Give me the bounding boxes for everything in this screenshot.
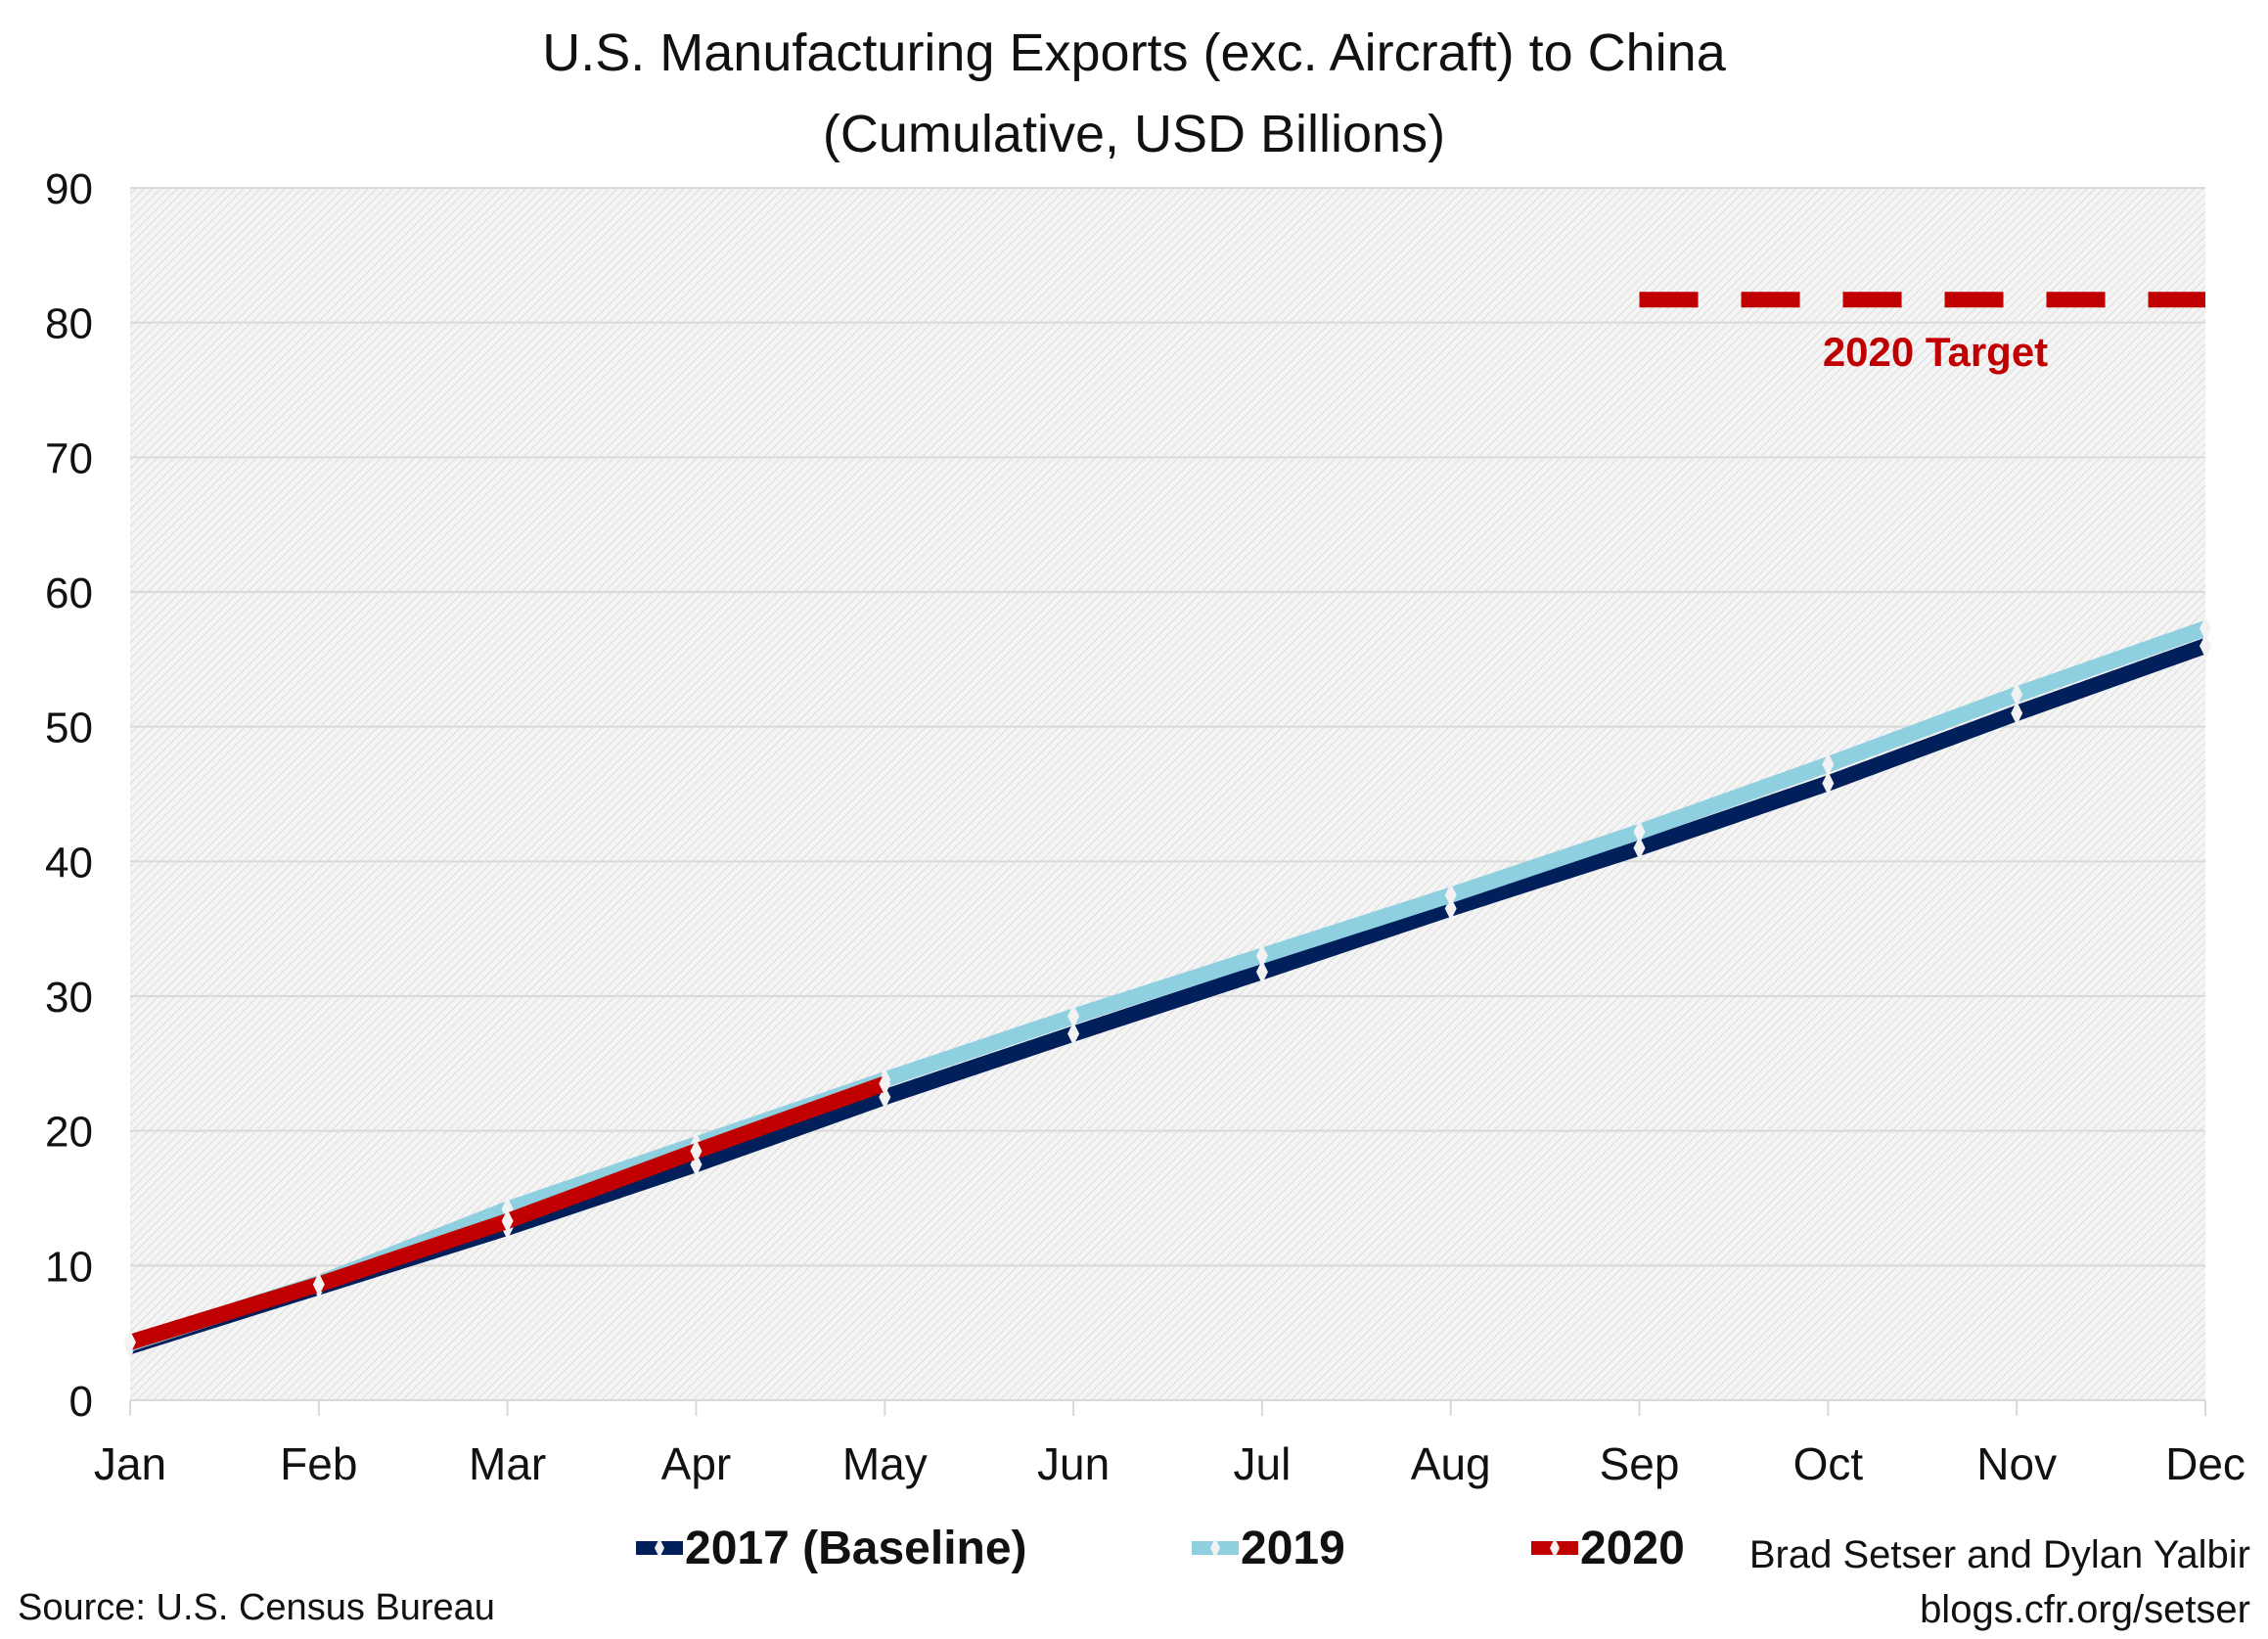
x-tick-label: Jan: [94, 1438, 166, 1489]
source-note: Source: U.S. Census Bureau: [18, 1587, 495, 1628]
x-tick-label: Feb: [280, 1438, 357, 1489]
x-tick-label: Aug: [1411, 1438, 1491, 1489]
y-tick-label: 40: [45, 839, 93, 887]
legend-marker: [1550, 1538, 1560, 1558]
data-point: [879, 1071, 891, 1096]
x-tick-label: May: [842, 1438, 928, 1489]
x-tick-label: Mar: [469, 1438, 546, 1489]
data-point: [1633, 836, 1646, 860]
y-tick-label: 50: [45, 705, 93, 752]
y-tick-label: 30: [45, 974, 93, 1022]
y-tick-label: 60: [45, 569, 93, 617]
plot-area: [130, 188, 2205, 1400]
chart-subtitle: (Cumulative, USD Billions): [823, 105, 1445, 163]
data-point: [1822, 752, 1835, 777]
y-tick-label: 20: [45, 1109, 93, 1157]
target-label: 2020 Target: [1823, 329, 2048, 375]
x-tick-label: Sep: [1600, 1438, 1680, 1489]
legend-label: 2020: [1580, 1523, 1685, 1574]
data-point: [1067, 1004, 1080, 1028]
y-tick-label: 10: [45, 1243, 93, 1291]
credit-url: blogs.cfr.org/setser: [1920, 1588, 2250, 1631]
data-point: [1633, 820, 1646, 844]
legend-label: 2019: [1241, 1523, 1345, 1574]
data-point: [1255, 960, 1268, 984]
data-point: [690, 1139, 703, 1163]
series-line-2019: [127, 620, 2208, 1351]
data-point: [1255, 943, 1268, 968]
legend-label: 2017 (Baseline): [685, 1523, 1027, 1574]
legend-marker: [1210, 1538, 1220, 1558]
x-tick-label: Nov: [1976, 1438, 2057, 1489]
data-point: [312, 1272, 325, 1297]
y-tick-label: 90: [45, 165, 93, 213]
credit-authors: Brad Setser and Dylan Yalbir: [1749, 1533, 2250, 1576]
y-tick-label: 0: [69, 1378, 93, 1426]
data-point: [501, 1208, 514, 1233]
data-point: [1822, 771, 1835, 796]
y-tick-label: 80: [45, 300, 93, 348]
y-tick-label: 70: [45, 434, 93, 482]
x-tick-label: Dec: [2165, 1438, 2245, 1489]
x-tick-label: Oct: [1793, 1438, 1864, 1489]
x-tick-label: Jul: [1234, 1438, 1292, 1489]
x-tick-label: Jun: [1037, 1438, 1110, 1489]
legend-marker: [655, 1538, 664, 1558]
data-point: [2011, 682, 2023, 706]
data-point: [2200, 616, 2211, 641]
data-point: [1067, 1022, 1080, 1046]
data-point: [2200, 634, 2211, 659]
data-point: [1444, 883, 1457, 907]
data-point: [2011, 701, 2023, 725]
data-point: [124, 1330, 136, 1354]
chart-title: U.S. Manufacturing Exports (exc. Aircraf…: [542, 23, 1726, 82]
x-tick-label: Apr: [661, 1438, 732, 1489]
